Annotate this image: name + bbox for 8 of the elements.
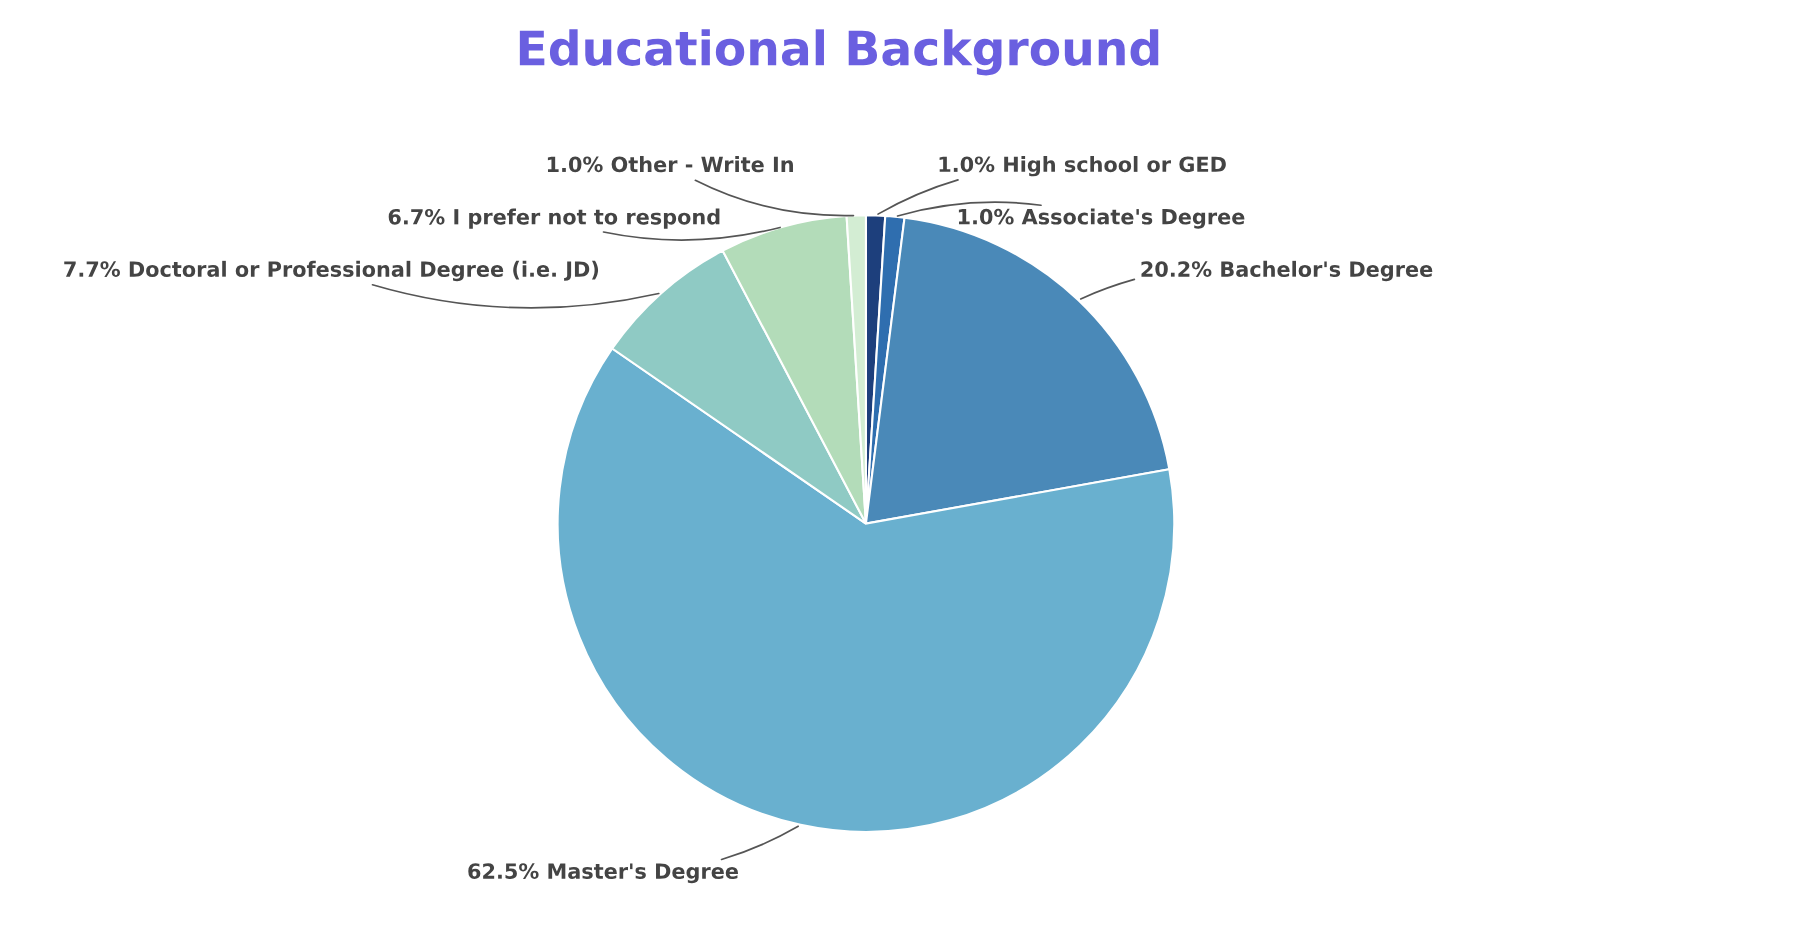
slice-label: 1.0% Associate's Degree — [958, 208, 1245, 229]
slice-label: 20.2% Bachelor's Degree — [1141, 260, 1433, 282]
chart-title: Educational Background — [519, 29, 1159, 76]
slice-label: 1.0% High school or GED — [939, 156, 1226, 177]
slice-label: 1.0% Other - Write In — [547, 156, 793, 173]
slice-label: 62.5% Master's Degree — [468, 863, 738, 884]
slice-label: 7.7% Doctoral or Professional Degree (i.e. JD) — [64, 260, 599, 282]
slice-label: 6.7% I prefer not to respond — [388, 208, 720, 229]
